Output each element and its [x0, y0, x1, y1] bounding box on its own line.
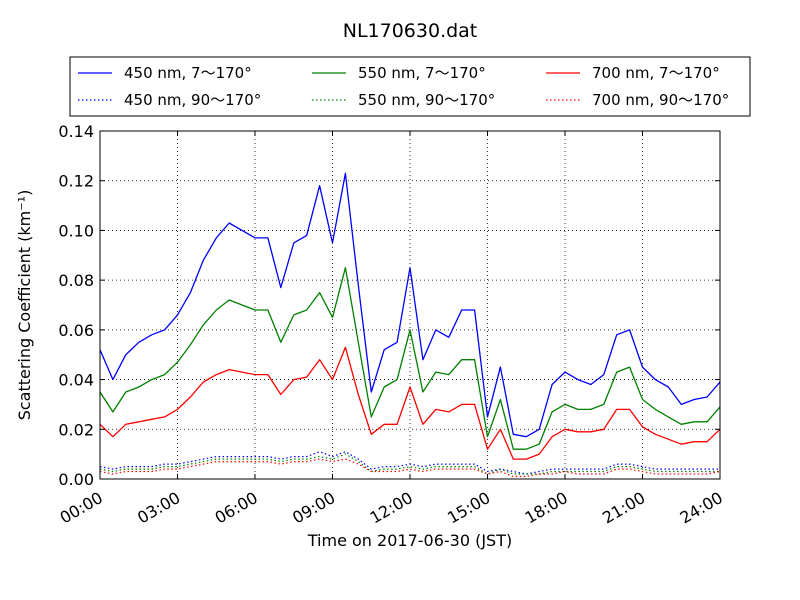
series-line [99, 453, 720, 475]
y-tick-label: 0.14 [58, 122, 94, 141]
y-tick-label: 0.04 [58, 371, 94, 390]
y-tick-label: 0.08 [58, 271, 94, 290]
legend-label: 450 nm, 7～170° [124, 64, 252, 82]
legend-label: 450 nm, 90～170° [124, 91, 261, 109]
axis-ticks [99, 130, 721, 480]
y-tick-labels: 0.00 0.02 0.04 0.06 0.08 0.10 0.12 0.14 [58, 122, 94, 489]
y-tick-label: 0.12 [58, 172, 94, 191]
legend-label: 550 nm, 90～170° [358, 91, 495, 109]
series-line [99, 458, 721, 478]
y-tick-label: 0.10 [58, 221, 94, 240]
series-line [99, 346, 721, 460]
grid [100, 131, 720, 479]
y-tick-label: 0.02 [58, 420, 94, 439]
x-axis-label: Time on 2017-06-30 (JST) [307, 531, 512, 550]
chart-title: NL170630.dat [343, 20, 478, 42]
legend-label: 550 nm, 7～170° [358, 64, 486, 82]
series-layer [99, 172, 721, 478]
y-tick-label: 0.00 [58, 470, 94, 489]
series-line [99, 172, 721, 438]
legend-box [69, 56, 751, 117]
legend-label: 700 nm, 90～170° [592, 91, 729, 109]
y-axis-label: Scattering Coefficient (km⁻¹) [15, 190, 34, 421]
series-line [99, 451, 720, 475]
series-line [99, 267, 721, 450]
y-tick-label: 0.06 [58, 321, 94, 340]
legend: 450 nm, 7～170° 450 nm, 90～170° 550 nm, 7～1… [69, 56, 751, 117]
legend-label: 700 nm, 7～170° [592, 64, 720, 82]
